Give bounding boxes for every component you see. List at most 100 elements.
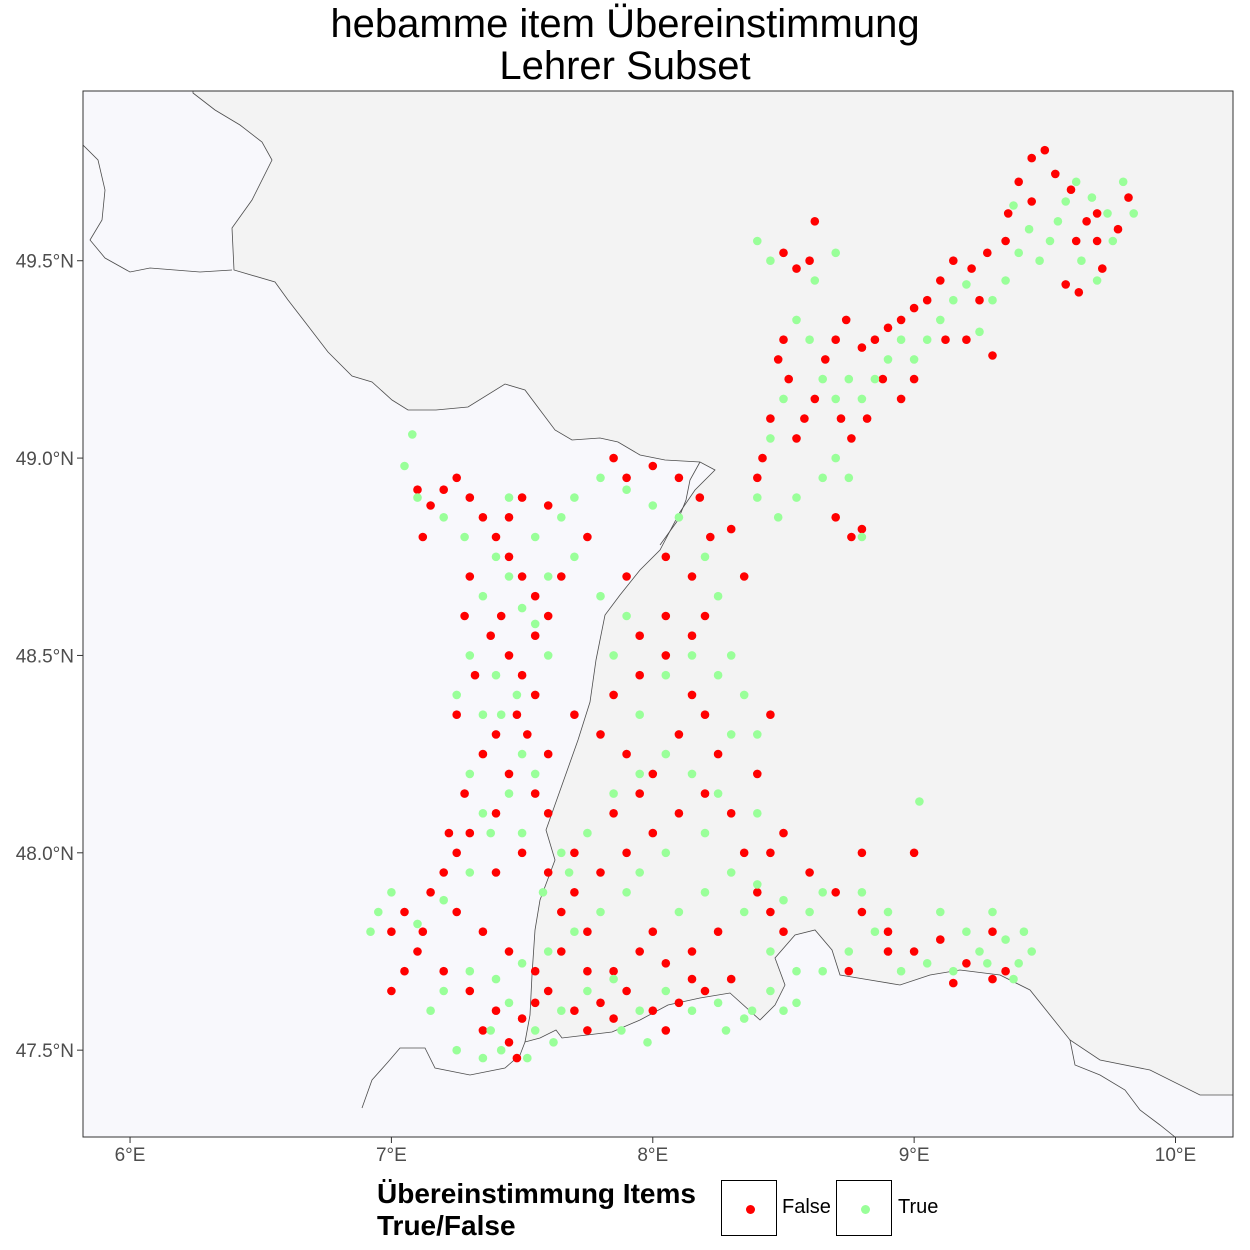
- y-axis: 47.5°N 48.0°N 48.5°N 49.0°N 49.5°N: [16, 252, 83, 1062]
- point-true-111: [713, 789, 723, 798]
- point-true-6: [1045, 236, 1055, 246]
- point-true-86: [896, 966, 906, 976]
- point-true-102: [596, 907, 605, 917]
- point-false-20: [883, 323, 893, 333]
- point-true-54: [530, 619, 540, 629]
- point-true-68: [426, 1006, 435, 1015]
- point-false-23: [841, 315, 851, 325]
- point-true-137: [564, 868, 574, 877]
- point-false-172: [470, 670, 480, 680]
- point-false-114: [661, 959, 671, 968]
- point-false-65: [635, 631, 644, 640]
- point-false-192: [609, 1014, 618, 1023]
- point-true-69: [452, 1045, 462, 1055]
- legend-title: Übereinstimmung Items True/False: [377, 1178, 696, 1242]
- point-false-134: [753, 888, 762, 897]
- point-true-61: [486, 828, 496, 838]
- point-true-94: [962, 927, 971, 936]
- point-true-160: [486, 1026, 496, 1035]
- point-false-52: [1027, 197, 1036, 206]
- point-true-108: [635, 769, 644, 779]
- point-false-77: [496, 611, 506, 621]
- southern-border-line: [361, 1041, 526, 1109]
- point-false-53: [1001, 236, 1010, 246]
- point-false-194: [687, 974, 697, 984]
- point-true-134: [478, 809, 488, 818]
- point-true-59: [530, 769, 540, 779]
- point-true-138: [753, 809, 762, 818]
- y-tick-label-3: 49.0°N: [16, 449, 74, 470]
- point-true-79: [713, 998, 723, 1008]
- point-true-43: [949, 295, 958, 305]
- point-true-26: [818, 374, 827, 384]
- point-true-122: [557, 513, 566, 522]
- point-true-67: [387, 888, 396, 897]
- point-true-15: [1092, 276, 1102, 285]
- point-true-14: [1077, 256, 1086, 266]
- point-true-47: [400, 461, 409, 471]
- point-true-24: [844, 374, 854, 384]
- point-false-175: [444, 828, 454, 838]
- point-false-9: [1074, 288, 1084, 297]
- point-false-0: [1051, 169, 1060, 179]
- point-false-103: [530, 998, 540, 1008]
- point-true-30: [766, 434, 775, 443]
- point-true-85: [870, 927, 880, 936]
- point-false-26: [810, 394, 820, 404]
- point-true-3: [1118, 177, 1128, 187]
- point-false-68: [465, 493, 475, 502]
- point-true-48: [413, 493, 422, 502]
- point-false-45: [975, 295, 984, 305]
- point-false-74: [517, 572, 527, 581]
- point-false-139: [857, 907, 867, 917]
- point-false-6: [1027, 153, 1036, 163]
- point-false-7: [1040, 145, 1050, 155]
- point-false-153: [452, 907, 462, 917]
- point-false-35: [836, 414, 846, 423]
- point-true-148: [883, 907, 893, 917]
- point-true-36: [844, 473, 854, 483]
- point-false-106: [596, 998, 605, 1008]
- point-false-174: [460, 789, 469, 798]
- point-false-122: [700, 789, 710, 798]
- point-true-158: [530, 532, 540, 542]
- point-false-51: [862, 414, 872, 423]
- point-false-159: [648, 927, 658, 936]
- point-false-37: [857, 524, 867, 534]
- point-true-52: [504, 572, 514, 581]
- point-true-161: [496, 1045, 506, 1055]
- series-true-points: [366, 177, 1138, 1063]
- point-false-81: [530, 690, 540, 700]
- point-false-60: [695, 493, 705, 502]
- point-false-15: [949, 256, 958, 266]
- point-true-93: [988, 907, 997, 917]
- point-true-66: [366, 927, 375, 936]
- point-false-149: [766, 848, 775, 858]
- point-true-33: [792, 493, 801, 502]
- point-false-120: [648, 828, 658, 838]
- point-false-36: [847, 434, 856, 443]
- plot-panel-border: [82, 90, 1234, 1138]
- point-false-169: [504, 513, 514, 522]
- point-true-110: [687, 769, 697, 779]
- point-true-64: [413, 919, 422, 929]
- point-false-63: [687, 572, 697, 581]
- point-false-83: [523, 730, 532, 739]
- point-false-38: [847, 532, 856, 542]
- point-false-12: [1003, 209, 1013, 218]
- point-true-90: [1001, 935, 1010, 944]
- point-true-121: [570, 552, 579, 562]
- point-false-96: [413, 947, 422, 956]
- point-true-0: [1071, 177, 1081, 187]
- point-false-121: [674, 809, 684, 818]
- point-true-31: [753, 493, 762, 502]
- point-false-183: [687, 690, 697, 700]
- point-true-19: [909, 355, 919, 364]
- point-true-87: [922, 959, 932, 968]
- legend-dot-false: [746, 1205, 755, 1214]
- point-true-149: [936, 907, 945, 917]
- point-true-145: [517, 959, 527, 968]
- point-false-47: [941, 335, 950, 345]
- point-false-129: [687, 631, 697, 640]
